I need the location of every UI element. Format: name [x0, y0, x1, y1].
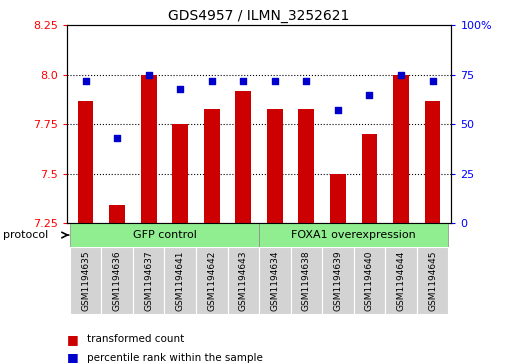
Point [271, 78, 279, 84]
Bar [322, 247, 353, 314]
Bar [393, 75, 409, 223]
Bar [385, 247, 417, 314]
Point [397, 72, 405, 78]
Title: GDS4957 / ILMN_3252621: GDS4957 / ILMN_3252621 [168, 9, 350, 23]
Bar [267, 109, 283, 223]
Bar [196, 247, 228, 314]
Bar [165, 247, 196, 314]
Point [302, 78, 310, 84]
Bar [299, 109, 314, 223]
Point [365, 92, 373, 98]
Bar [417, 247, 448, 314]
Text: GSM1194639: GSM1194639 [333, 250, 342, 311]
Bar [353, 247, 385, 314]
Point [176, 86, 184, 91]
Bar [109, 205, 125, 223]
Text: FOXA1 overexpression: FOXA1 overexpression [291, 230, 416, 240]
Bar [235, 91, 251, 223]
Text: GSM1194645: GSM1194645 [428, 250, 437, 311]
Bar [330, 174, 346, 223]
Text: GSM1194642: GSM1194642 [207, 250, 216, 311]
Text: GSM1194638: GSM1194638 [302, 250, 311, 311]
Bar [259, 247, 290, 314]
Bar [102, 247, 133, 314]
Text: GSM1194635: GSM1194635 [81, 250, 90, 311]
Text: GFP control: GFP control [132, 230, 196, 240]
Text: GSM1194637: GSM1194637 [144, 250, 153, 311]
Text: ■: ■ [67, 333, 78, 346]
Text: protocol: protocol [3, 230, 48, 240]
Bar [259, 223, 448, 247]
Bar [425, 101, 440, 223]
Text: ■: ■ [67, 351, 78, 363]
Point [428, 78, 437, 84]
Bar [70, 223, 259, 247]
Point [113, 135, 121, 141]
Bar [141, 75, 156, 223]
Bar [172, 125, 188, 223]
Point [208, 78, 216, 84]
Bar [362, 134, 378, 223]
Point [334, 107, 342, 113]
Bar [290, 247, 322, 314]
Point [145, 72, 153, 78]
Point [239, 78, 247, 84]
Text: percentile rank within the sample: percentile rank within the sample [87, 352, 263, 363]
Bar [204, 109, 220, 223]
Bar [133, 247, 165, 314]
Text: GSM1194636: GSM1194636 [113, 250, 122, 311]
Bar [78, 101, 93, 223]
Point [82, 78, 90, 84]
Text: GSM1194641: GSM1194641 [176, 250, 185, 311]
Bar [228, 247, 259, 314]
Text: GSM1194640: GSM1194640 [365, 250, 374, 311]
Text: GSM1194643: GSM1194643 [239, 250, 248, 311]
Text: GSM1194644: GSM1194644 [397, 250, 405, 311]
Text: GSM1194634: GSM1194634 [270, 250, 280, 311]
Bar [70, 247, 102, 314]
Text: transformed count: transformed count [87, 334, 185, 344]
